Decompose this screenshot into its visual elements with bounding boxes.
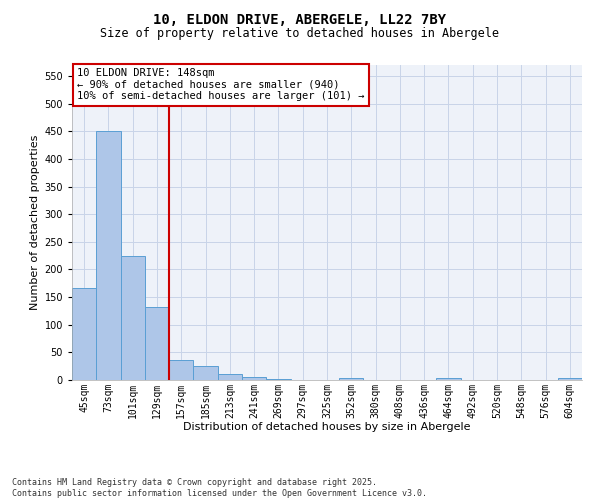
Bar xyxy=(558,378,582,380)
X-axis label: Distribution of detached houses by size in Abergele: Distribution of detached houses by size … xyxy=(183,422,471,432)
Bar xyxy=(436,378,461,380)
Text: Size of property relative to detached houses in Abergele: Size of property relative to detached ho… xyxy=(101,28,499,40)
Bar xyxy=(96,132,121,380)
Bar xyxy=(218,374,242,380)
Text: Contains HM Land Registry data © Crown copyright and database right 2025.
Contai: Contains HM Land Registry data © Crown c… xyxy=(12,478,427,498)
Bar xyxy=(339,378,364,380)
Text: 10 ELDON DRIVE: 148sqm
← 90% of detached houses are smaller (940)
10% of semi-de: 10 ELDON DRIVE: 148sqm ← 90% of detached… xyxy=(77,68,365,102)
Bar xyxy=(242,376,266,380)
Bar xyxy=(145,306,169,380)
Bar xyxy=(266,379,290,380)
Bar xyxy=(193,366,218,380)
Bar xyxy=(72,288,96,380)
Bar xyxy=(121,256,145,380)
Bar xyxy=(169,360,193,380)
Y-axis label: Number of detached properties: Number of detached properties xyxy=(30,135,40,310)
Text: 10, ELDON DRIVE, ABERGELE, LL22 7BY: 10, ELDON DRIVE, ABERGELE, LL22 7BY xyxy=(154,12,446,26)
